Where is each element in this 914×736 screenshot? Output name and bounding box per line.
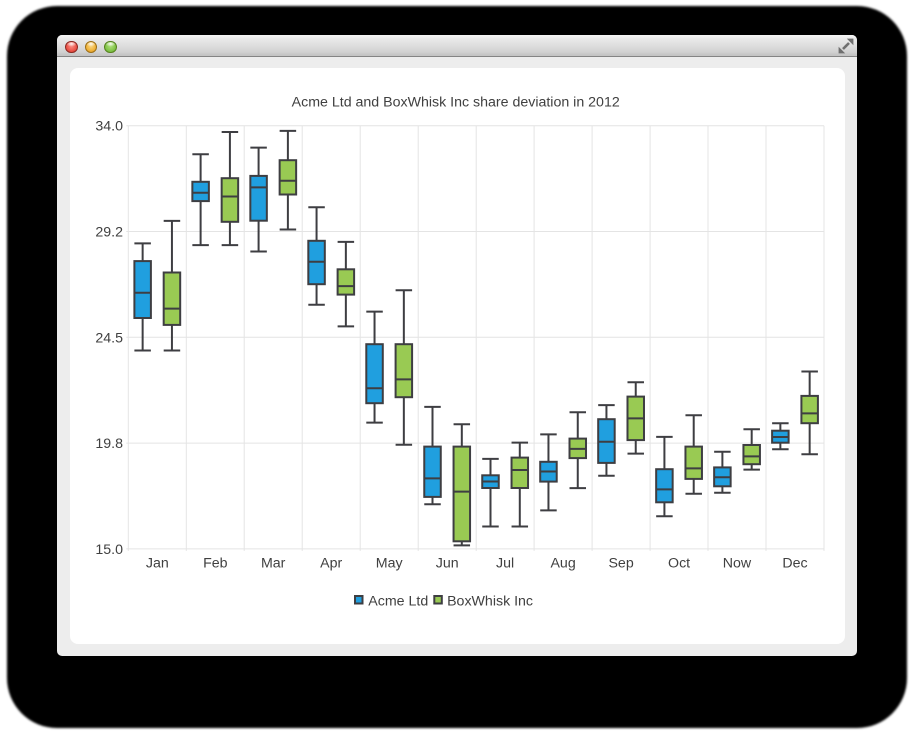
svg-text:Aug: Aug [550, 556, 575, 572]
svg-text:Dec: Dec [782, 556, 807, 572]
svg-text:Now: Now [723, 556, 752, 572]
svg-text:Mar: Mar [261, 556, 286, 572]
svg-text:Jan: Jan [146, 556, 169, 572]
svg-text:24.5: 24.5 [95, 330, 123, 346]
svg-text:Apr: Apr [320, 556, 342, 572]
svg-text:Sep: Sep [608, 556, 633, 572]
svg-text:Acme Ltd and BoxWhisk Inc shar: Acme Ltd and BoxWhisk Inc share deviatio… [292, 94, 620, 110]
svg-text:Jul: Jul [496, 556, 514, 572]
svg-text:May: May [376, 556, 404, 572]
svg-text:Jun: Jun [436, 556, 459, 572]
svg-text:Feb: Feb [203, 556, 228, 572]
svg-text:15.0: 15.0 [95, 542, 123, 558]
svg-text:19.8: 19.8 [95, 436, 123, 452]
svg-text:Oct: Oct [668, 556, 690, 572]
svg-text:BoxWhisk Inc: BoxWhisk Inc [447, 594, 533, 610]
svg-text:29.2: 29.2 [95, 225, 123, 241]
svg-text:34.0: 34.0 [95, 119, 123, 135]
svg-text:Acme Ltd: Acme Ltd [368, 594, 428, 610]
